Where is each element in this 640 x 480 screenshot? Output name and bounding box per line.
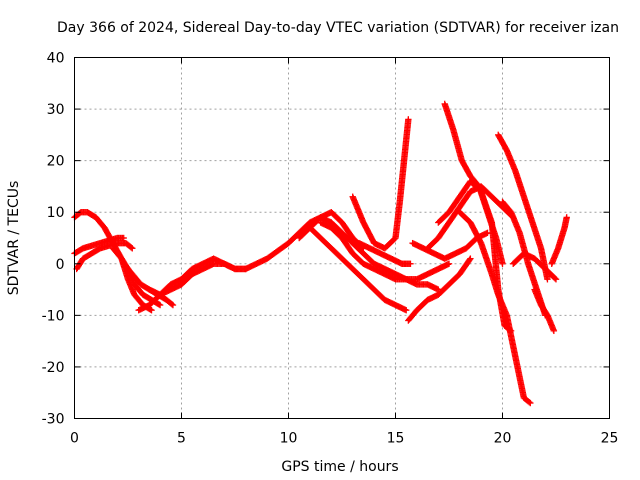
data-points <box>71 100 570 407</box>
y-tick-label: -10 <box>42 308 65 324</box>
x-axis-label: GPS time / hours <box>281 459 398 475</box>
y-tick-label: 20 <box>47 154 65 170</box>
data-point <box>148 307 155 314</box>
x-tick-label: 0 <box>70 431 79 447</box>
y-tick-label: 40 <box>47 51 65 67</box>
y-tick-label: -30 <box>42 412 65 428</box>
data-point <box>563 214 570 221</box>
data-point <box>467 255 474 262</box>
data-point <box>169 301 177 309</box>
data-point <box>552 276 560 283</box>
y-tick-label: 10 <box>47 205 65 221</box>
data-point <box>405 116 412 123</box>
chart-title: Day 366 of 2024, Sidereal Day-to-day VTE… <box>57 20 619 36</box>
x-tick-label: 15 <box>387 431 405 447</box>
data-point <box>466 256 473 263</box>
data-point <box>527 399 534 407</box>
data-point <box>445 260 453 267</box>
plot-frame <box>74 57 610 419</box>
y-tick-label: -20 <box>42 360 65 376</box>
data-point <box>128 244 135 251</box>
x-tick-label: 20 <box>494 431 512 447</box>
data-point <box>129 245 136 252</box>
y-tick-label: 30 <box>47 102 65 118</box>
data-point <box>168 300 176 308</box>
x-tick-label: 10 <box>280 431 298 447</box>
data-point <box>407 260 414 267</box>
data-point <box>403 307 410 314</box>
data-point <box>526 398 533 406</box>
data-point <box>550 327 558 335</box>
data-point <box>544 276 551 283</box>
axis-ticks: 0 5 10 15 20 25 -30 -20 -10 0 10 20 30 40 <box>42 51 619 447</box>
data-point <box>551 275 559 282</box>
data-point <box>156 301 164 309</box>
y-tick-label: 0 <box>56 257 65 273</box>
x-tick-label: 25 <box>601 431 619 447</box>
y-axis-label: SDTVAR / TECUs <box>6 181 22 296</box>
x-tick-label: 5 <box>177 431 186 447</box>
data-point <box>499 260 506 267</box>
